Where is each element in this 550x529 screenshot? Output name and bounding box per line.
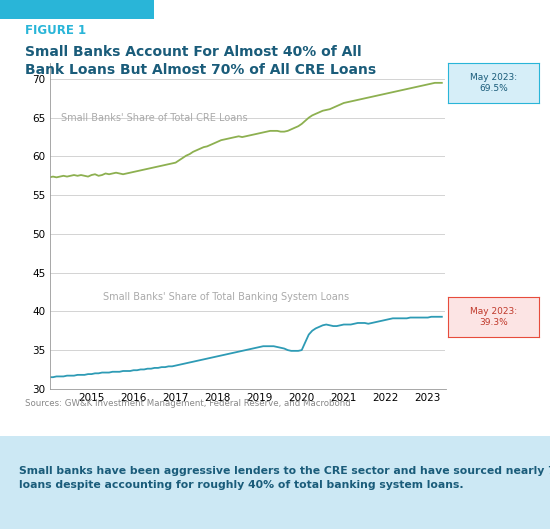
Text: Small Banks' Share of Total Banking System Loans: Small Banks' Share of Total Banking Syst…	[103, 293, 349, 303]
Text: FIGURE 1: FIGURE 1	[25, 24, 86, 37]
Text: May 2023:
39.3%: May 2023: 39.3%	[470, 307, 517, 327]
Text: Sources: GW&K Investment Management, Federal Reserve, and Macrobond: Sources: GW&K Investment Management, Fed…	[25, 399, 350, 408]
Text: Small Banks Account For Almost 40% of All
Bank Loans But Almost 70% of All CRE L: Small Banks Account For Almost 40% of Al…	[25, 45, 376, 77]
Text: Small Banks' Share of Total CRE Loans: Small Banks' Share of Total CRE Loans	[61, 113, 248, 123]
Text: Small banks have been aggressive lenders to the CRE sector and have sourced near: Small banks have been aggressive lenders…	[19, 466, 550, 490]
Text: May 2023:
69.5%: May 2023: 69.5%	[470, 73, 517, 93]
